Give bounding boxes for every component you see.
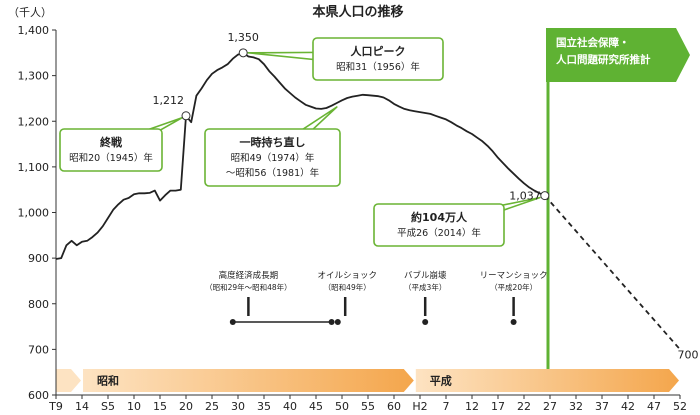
event-dot (422, 319, 429, 325)
x-tick-label: 32 (569, 400, 583, 413)
callout-title: 終戦 (100, 135, 123, 149)
highlight-points: 1,212 1,350 1,037 700 (153, 31, 699, 362)
era-band-2 (415, 369, 679, 392)
x-tick-label: S5 (101, 400, 115, 413)
event-label: バブル崩壊 (404, 270, 447, 281)
event-lehman: リーマンショック（平成20年） (480, 271, 548, 325)
callouts: 人口ピーク昭和31（1956）年終戦昭和20（1945）年一時持ち直し昭和49（… (59, 37, 541, 247)
point-label-700: 700 (678, 348, 699, 361)
projection-series-line (544, 195, 681, 350)
x-tick-label: 60 (387, 400, 401, 413)
event-dot-start (229, 319, 236, 325)
y-tick-label: 800 (28, 298, 49, 311)
x-tick-label: 14 (75, 400, 89, 413)
x-tick-label: 50 (335, 400, 349, 413)
event-sublabel: （昭和49年） (324, 282, 371, 292)
y-tick-label: 700 (28, 343, 49, 356)
y-tick-label: 900 (28, 252, 49, 265)
x-tick-label: T9 (48, 400, 63, 413)
callout-fill (314, 39, 442, 79)
x-tick-label: 12 (465, 400, 479, 413)
data-point-1037 (540, 191, 550, 201)
event-timeline: 高度経済成長期（昭和29年～昭和48年）オイルショック（昭和49年）バブル崩壊（… (205, 270, 548, 325)
event-dot (510, 319, 517, 325)
projection-label-line-1: 人口問題研究所推計 (556, 53, 651, 66)
x-tick-label: 15 (153, 400, 167, 413)
x-tick-label: 37 (595, 400, 609, 413)
x-tick-label: 55 (361, 400, 375, 413)
x-tick-label: 7 (443, 400, 450, 413)
series-lines (55, 51, 681, 350)
callout-subtitle: 昭和20（1945）年 (69, 152, 153, 164)
event-label: リーマンショック (480, 271, 548, 281)
callout-fill (375, 205, 503, 245)
callout-subtitle-2: ～昭和56（1981）年 (226, 167, 320, 179)
x-tick-label: 25 (205, 400, 219, 413)
era-label-1: 昭和 (97, 374, 119, 388)
x-tick-label: 47 (647, 400, 661, 413)
event-sublabel: （昭和29年～昭和48年） (205, 282, 292, 292)
event-label: オイルショック (317, 271, 377, 281)
era-band-1 (83, 369, 414, 392)
event-dot (334, 319, 341, 325)
x-tick-label: 40 (283, 400, 297, 413)
data-point-1212 (181, 111, 191, 121)
x-tick-label: 20 (179, 400, 193, 413)
callout-subtitle: 平成26（2014）年 (397, 227, 481, 239)
callout-subtitle: 昭和31（1956）年 (336, 61, 420, 73)
event-high-growth: 高度経済成長期（昭和29年～昭和48年） (205, 270, 335, 325)
x-tick-label: 45 (309, 400, 323, 413)
event-oil-shock: オイルショック（昭和49年） (317, 271, 377, 325)
x-tick-label: 10 (127, 400, 141, 413)
x-tick-label: 27 (543, 400, 557, 413)
era-band: 昭和 平成 (56, 369, 679, 392)
event-label: 高度経済成長期 (219, 270, 279, 281)
y-axis-unit: （千人） (8, 6, 52, 19)
actual-series-line (55, 51, 546, 260)
callout-title: 約104万人 (411, 210, 468, 224)
callout-title: 一時持ち直し (240, 135, 306, 149)
projection-arrow (546, 28, 690, 82)
point-label-1037: 1,037 (509, 190, 541, 203)
callout-fill (206, 130, 339, 185)
era-band-0 (56, 369, 81, 392)
point-label-1212: 1,212 (153, 94, 185, 107)
y-tick-label: 1,300 (18, 70, 50, 83)
x-tick-label: 42 (621, 400, 635, 413)
y-tick-label: 1,400 (18, 24, 50, 37)
callout-fill (61, 130, 161, 170)
callout-title: 人口ピーク (351, 44, 406, 58)
y-tick-label: 1,200 (18, 115, 50, 128)
y-tick-label: 1,000 (18, 207, 50, 220)
axes: 600 700 800 900 1,000 1,100 1,200 1,300 1,400 T9 1… (18, 24, 688, 413)
event-sublabel: （平成20年） (490, 282, 537, 292)
x-tick-label: 17 (491, 400, 505, 413)
y-tick-label: 1,100 (18, 161, 50, 174)
event-dot-end (328, 319, 335, 325)
projection-label-line-0: 国立社会保障・ (556, 36, 630, 49)
callout-subtitle: 昭和49（1974）年 (231, 152, 315, 164)
chart-title: 本県人口の推移 (312, 4, 403, 20)
event-bubble: バブル崩壊（平成3年） (404, 270, 447, 325)
era-label-2: 平成 (430, 374, 452, 388)
x-tick-label: 30 (231, 400, 245, 413)
event-sublabel: （平成3年） (404, 282, 446, 292)
x-tick-label: 22 (517, 400, 531, 413)
x-tick-label: 52 (673, 400, 687, 413)
x-tick-label: 35 (257, 400, 271, 413)
y-tick-label: 600 (28, 389, 49, 402)
x-tick-label: H2 (412, 400, 427, 413)
point-label-1350: 1,350 (227, 31, 259, 44)
data-point-1350 (238, 48, 248, 58)
projection-marker: 国立社会保障・人口問題研究所推計 (546, 28, 690, 369)
